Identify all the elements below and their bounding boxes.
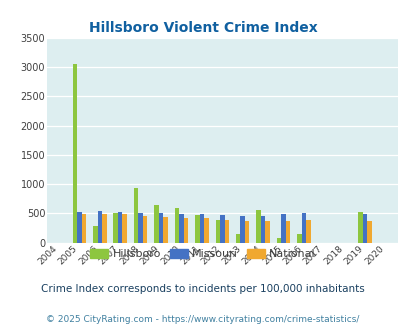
Bar [81, 214, 86, 243]
Bar [305, 220, 310, 243]
Text: © 2025 CityRating.com - https://www.cityrating.com/crime-statistics/: © 2025 CityRating.com - https://www.city… [46, 315, 359, 324]
Bar [301, 213, 305, 243]
Bar [138, 213, 143, 243]
Bar [362, 214, 367, 243]
Bar [118, 212, 122, 243]
Text: Hillsboro Violent Crime Index: Hillsboro Violent Crime Index [88, 21, 317, 35]
Bar [77, 212, 81, 243]
Bar [358, 212, 362, 243]
Bar [102, 214, 106, 243]
Bar [260, 216, 265, 243]
Bar [276, 238, 281, 243]
Bar [285, 221, 290, 243]
Legend: Hillsboro, Missouri, National: Hillsboro, Missouri, National [86, 244, 319, 263]
Bar [113, 213, 118, 243]
Bar [72, 64, 77, 243]
Bar [367, 221, 371, 243]
Bar [174, 208, 179, 243]
Bar [183, 218, 188, 243]
Bar [240, 216, 244, 243]
Bar [134, 187, 138, 243]
Bar [224, 220, 228, 243]
Bar [244, 221, 249, 243]
Bar [93, 226, 97, 243]
Bar [163, 217, 167, 243]
Bar [281, 214, 285, 243]
Bar [143, 216, 147, 243]
Bar [215, 220, 220, 243]
Bar [179, 214, 183, 243]
Bar [296, 234, 301, 243]
Bar [256, 210, 260, 243]
Bar [158, 213, 163, 243]
Bar [265, 221, 269, 243]
Bar [199, 214, 204, 243]
Bar [97, 211, 102, 243]
Bar [220, 215, 224, 243]
Bar [122, 214, 127, 243]
Bar [204, 218, 208, 243]
Bar [195, 215, 199, 243]
Text: Crime Index corresponds to incidents per 100,000 inhabitants: Crime Index corresponds to incidents per… [41, 284, 364, 294]
Bar [235, 234, 240, 243]
Bar [154, 205, 158, 243]
